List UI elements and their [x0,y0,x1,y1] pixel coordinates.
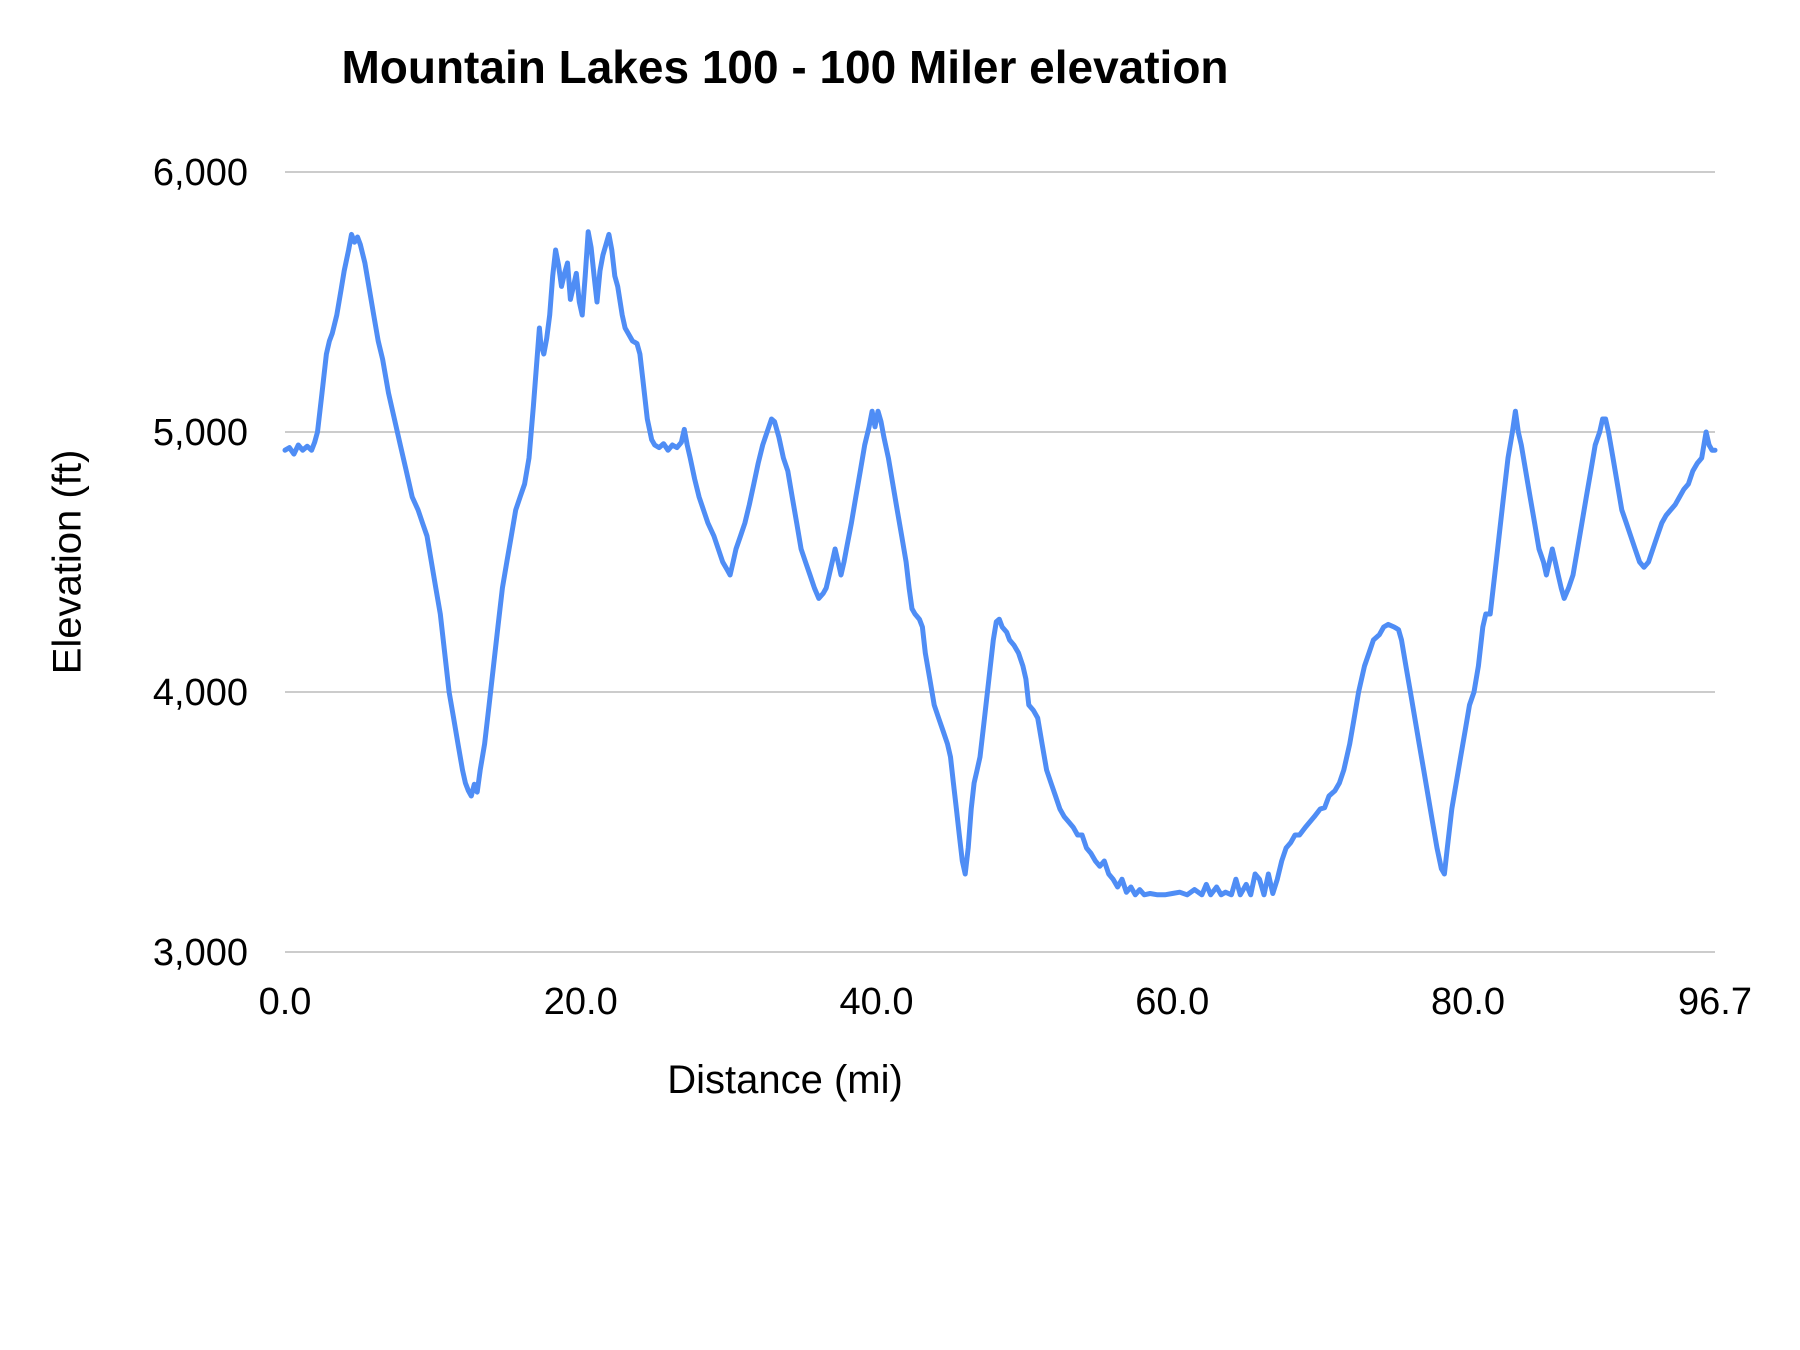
x-tick-label: 96.7 [1678,981,1752,1023]
x-axis-title: Distance (mi) [667,1058,903,1102]
y-tick-label: 3,000 [153,932,248,974]
x-tick-label: 0.0 [259,981,312,1023]
chart-title: Mountain Lakes 100 - 100 Miler elevation [341,41,1229,93]
x-tick-label: 80.0 [1431,981,1505,1023]
y-tick-label: 5,000 [153,412,248,454]
y-tick-label: 4,000 [153,672,248,714]
x-tick-label: 60.0 [1135,981,1209,1023]
x-tick-label: 40.0 [840,981,914,1023]
elevation-line[interactable] [282,229,1718,898]
x-tick-label: 20.0 [544,981,618,1023]
y-tick-label: 6,000 [153,152,248,194]
